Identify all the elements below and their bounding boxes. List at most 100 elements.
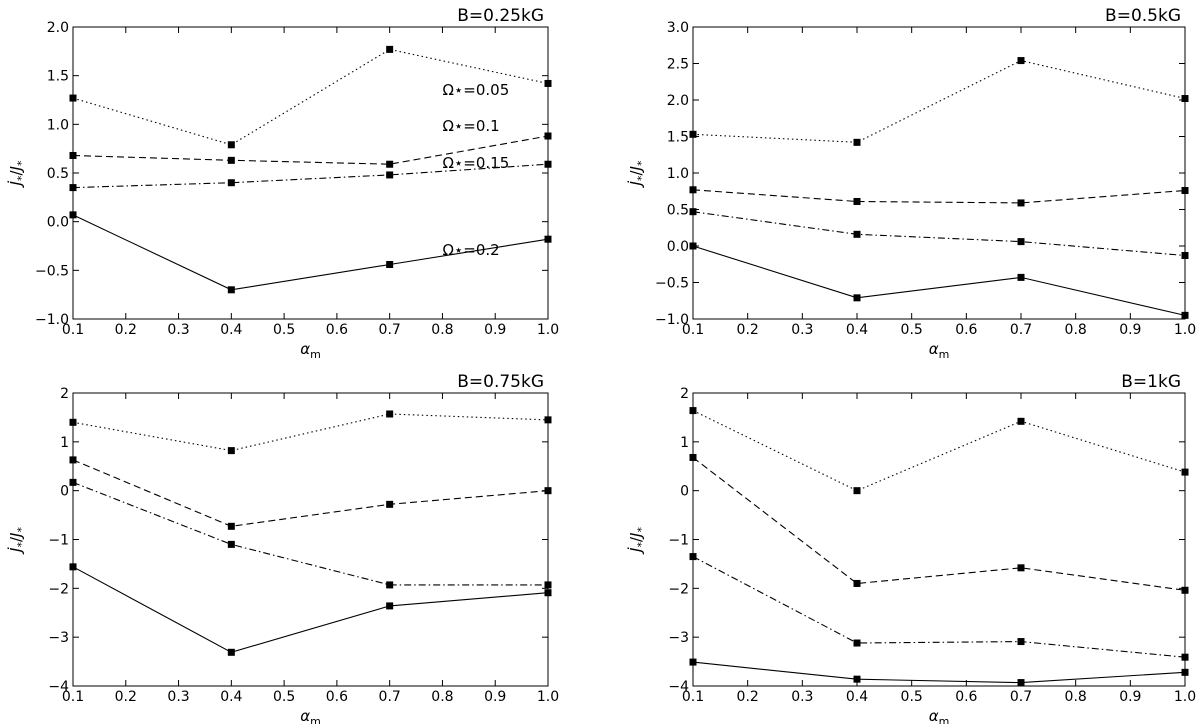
x-tick-label: 0.5 [273, 322, 295, 338]
x-tick-label: 0.1 [62, 322, 84, 338]
y-axis-label-den-sub: * [15, 527, 28, 533]
data-point-marker [1181, 468, 1189, 476]
data-point-marker [544, 589, 552, 597]
data-point-marker [386, 45, 394, 53]
x-tick-label: 0.3 [167, 322, 189, 338]
y-tick-label: 1 [680, 435, 689, 451]
panel-1: 0.1 0.2 0.3 0.4 0.5 0.6 0.7 0.8 0.9 1.0 −1.0 −0.5 0.… [6, 6, 559, 361]
data-point-marker [1017, 199, 1025, 207]
data-point-marker [853, 138, 861, 146]
data-point-marker [227, 141, 235, 149]
y-axis-label-slash: / [627, 170, 645, 176]
x-axis-label-symbol: α [300, 340, 310, 358]
x-tick-label: 0.8 [431, 322, 453, 338]
y-tick-label: 2.0 [667, 93, 689, 109]
y-tick-label: 0.5 [667, 203, 689, 219]
x-tick-label: 0.5 [901, 689, 923, 705]
data-point-marker [386, 581, 394, 589]
x-tick-label: 0.7 [379, 322, 401, 338]
data-point-marker [386, 171, 394, 179]
data-point-marker [853, 675, 861, 683]
data-point-marker [1181, 586, 1189, 594]
series-line-1 [692, 60, 1186, 143]
data-point-marker [386, 160, 394, 168]
series-annotation: Ω⋆=0.2 [442, 241, 499, 259]
y-axis-label-den: J [7, 166, 25, 173]
data-point-marker [689, 407, 697, 415]
panel-title: B=0.25kG [457, 6, 544, 26]
y-axis-label-num-sub: * [635, 542, 648, 548]
data-point-marker [689, 553, 697, 561]
y-axis-label: J̇*/J* [626, 160, 648, 188]
series-line-4 [692, 245, 1186, 316]
x-axis-label-subscript: m [939, 715, 950, 724]
data-point-marker [1017, 57, 1025, 65]
y-axis-label-den-sub: * [635, 527, 648, 533]
data-point-marker [1181, 668, 1189, 676]
x-axis-label-subscript: m [310, 348, 321, 361]
series-line-4 [692, 661, 1186, 684]
y-tick-label: 1.0 [667, 166, 689, 182]
data-point-marker [1181, 251, 1189, 259]
x-tick-label: 0.4 [220, 322, 242, 338]
data-point-marker [689, 130, 697, 138]
x-tick-label: 0.2 [737, 322, 759, 338]
series-line-2 [692, 189, 1186, 204]
x-axis-label: αm [929, 707, 950, 724]
data-point-marker [853, 294, 861, 302]
y-axis-label-slash: / [627, 536, 645, 542]
panel-title: B=0.75kG [457, 372, 544, 392]
y-axis-label-num: J̇ [6, 547, 25, 555]
y-tick-label: 0.0 [667, 239, 689, 255]
plot-frame [72, 392, 549, 687]
y-tick-label: 2.5 [667, 57, 689, 73]
y-axis-label: J̇*/J* [6, 527, 28, 555]
x-tick-label: 0.6 [955, 322, 977, 338]
data-point-marker [544, 487, 552, 495]
x-axis-label-subscript: m [310, 715, 321, 724]
data-point-marker [1017, 638, 1025, 646]
plot-frame [72, 26, 549, 320]
data-point-marker [69, 478, 77, 486]
y-tick-label: 0 [680, 484, 689, 500]
data-point-marker [1181, 95, 1189, 103]
series-line-3 [72, 163, 549, 189]
data-point-marker [689, 186, 697, 194]
y-axis-label-slash: / [7, 170, 25, 176]
data-point-marker [544, 79, 552, 87]
data-point-marker [689, 208, 697, 216]
x-tick-label: 0.9 [1119, 689, 1141, 705]
x-tick-label: 0.6 [955, 689, 977, 705]
data-point-marker [689, 453, 697, 461]
series-line-1 [72, 413, 549, 452]
x-axis-label: αm [300, 340, 321, 361]
x-tick-label: 0.1 [682, 689, 704, 705]
data-point-marker [544, 160, 552, 168]
series-line-1 [692, 410, 1186, 492]
y-tick-label: 1.5 [667, 130, 689, 146]
panel-title: B=1kG [1121, 372, 1181, 392]
x-tick-label: 1.0 [537, 322, 559, 338]
y-axis-label-den-sub: * [15, 160, 28, 166]
y-axis-label-den: J [7, 533, 25, 540]
data-point-marker [69, 184, 77, 192]
x-tick-label: 0.1 [682, 322, 704, 338]
data-point-marker [69, 418, 77, 426]
data-point-marker [1017, 238, 1025, 246]
y-tick-label: 0 [60, 484, 69, 500]
y-tick-label: 1.0 [47, 117, 69, 133]
y-tick-label: −1.0 [655, 312, 689, 328]
data-point-marker [386, 500, 394, 508]
series-line-3 [692, 556, 1186, 658]
data-point-marker [69, 151, 77, 159]
y-axis-label: J̇*/J* [626, 527, 648, 555]
y-axis-label: J̇*/J* [6, 160, 28, 188]
panel-title: B=0.5kG [1105, 6, 1181, 26]
data-point-marker [227, 648, 235, 656]
y-tick-label: 1 [60, 435, 69, 451]
series-line-4 [72, 214, 549, 291]
y-tick-label: 2 [680, 386, 689, 402]
data-point-marker [689, 242, 697, 250]
y-axis-label-den: J [627, 166, 645, 173]
series-line-4 [72, 566, 549, 653]
